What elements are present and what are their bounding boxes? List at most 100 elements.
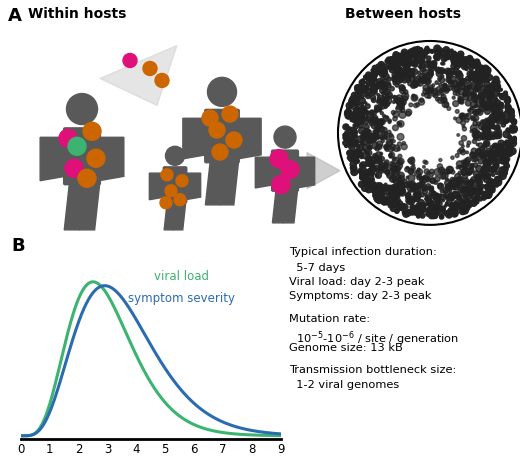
Circle shape: [421, 176, 425, 180]
Circle shape: [424, 49, 429, 54]
Circle shape: [459, 57, 463, 61]
Circle shape: [480, 132, 486, 138]
Circle shape: [406, 195, 411, 200]
Circle shape: [373, 194, 376, 198]
Circle shape: [78, 169, 96, 187]
Circle shape: [469, 109, 474, 114]
Circle shape: [380, 80, 383, 84]
Circle shape: [490, 146, 493, 149]
Circle shape: [454, 56, 461, 63]
Circle shape: [489, 97, 493, 101]
Circle shape: [482, 154, 487, 158]
Circle shape: [454, 64, 460, 69]
Circle shape: [479, 171, 485, 176]
Circle shape: [474, 152, 478, 156]
Circle shape: [379, 186, 384, 192]
Circle shape: [376, 100, 380, 103]
Circle shape: [486, 90, 491, 95]
Circle shape: [503, 158, 508, 163]
Circle shape: [409, 103, 413, 107]
Circle shape: [448, 79, 452, 83]
Circle shape: [374, 108, 378, 112]
Circle shape: [442, 98, 447, 103]
Circle shape: [394, 180, 400, 187]
Circle shape: [348, 142, 355, 150]
Circle shape: [59, 129, 77, 147]
Circle shape: [470, 130, 473, 133]
Circle shape: [358, 170, 361, 173]
Circle shape: [449, 180, 453, 184]
Circle shape: [414, 192, 419, 196]
Circle shape: [388, 62, 395, 68]
Circle shape: [395, 209, 399, 213]
Circle shape: [360, 170, 365, 174]
Circle shape: [488, 177, 491, 180]
Circle shape: [87, 149, 105, 167]
Circle shape: [366, 104, 370, 109]
Circle shape: [375, 160, 379, 164]
Circle shape: [491, 154, 498, 161]
Circle shape: [422, 80, 425, 84]
Circle shape: [360, 155, 363, 158]
Circle shape: [362, 172, 368, 177]
Circle shape: [512, 128, 517, 133]
Circle shape: [374, 196, 381, 202]
Circle shape: [349, 97, 356, 104]
Circle shape: [484, 159, 491, 166]
Circle shape: [394, 167, 398, 171]
Circle shape: [470, 189, 473, 192]
Circle shape: [423, 85, 429, 91]
Circle shape: [399, 123, 401, 126]
Circle shape: [430, 173, 433, 177]
Circle shape: [496, 110, 500, 115]
Circle shape: [386, 60, 389, 62]
Circle shape: [474, 131, 481, 138]
Text: Genome size: 13 kB: Genome size: 13 kB: [289, 343, 402, 353]
Circle shape: [370, 172, 374, 176]
Circle shape: [501, 157, 505, 161]
Circle shape: [390, 162, 394, 166]
Circle shape: [360, 154, 363, 157]
Circle shape: [395, 60, 401, 67]
Text: Mutation rate:: Mutation rate:: [289, 314, 370, 324]
Circle shape: [362, 175, 369, 182]
Circle shape: [485, 109, 490, 115]
Circle shape: [481, 167, 487, 173]
Circle shape: [406, 78, 411, 82]
Circle shape: [397, 204, 399, 207]
Circle shape: [485, 93, 491, 99]
Circle shape: [365, 164, 367, 167]
Circle shape: [401, 61, 408, 67]
Circle shape: [470, 152, 474, 156]
Circle shape: [393, 95, 396, 98]
Circle shape: [453, 71, 456, 74]
Circle shape: [452, 86, 458, 92]
Circle shape: [457, 205, 460, 207]
Circle shape: [468, 186, 474, 193]
Circle shape: [391, 201, 398, 207]
Circle shape: [387, 171, 389, 173]
Circle shape: [458, 178, 462, 182]
Circle shape: [472, 77, 478, 82]
Circle shape: [444, 190, 448, 195]
Circle shape: [401, 204, 405, 207]
Circle shape: [485, 85, 492, 92]
Circle shape: [361, 119, 365, 122]
Circle shape: [415, 46, 421, 52]
Circle shape: [432, 84, 435, 86]
Circle shape: [400, 103, 405, 107]
Circle shape: [406, 109, 412, 115]
Circle shape: [372, 182, 376, 186]
Circle shape: [480, 76, 486, 82]
Circle shape: [389, 61, 395, 67]
Circle shape: [451, 184, 456, 190]
Circle shape: [474, 109, 478, 113]
Circle shape: [447, 71, 452, 76]
Circle shape: [475, 71, 481, 77]
Circle shape: [465, 91, 468, 94]
Circle shape: [174, 194, 186, 206]
Circle shape: [479, 79, 483, 83]
Circle shape: [458, 71, 462, 75]
Circle shape: [357, 116, 362, 122]
Circle shape: [359, 116, 365, 122]
